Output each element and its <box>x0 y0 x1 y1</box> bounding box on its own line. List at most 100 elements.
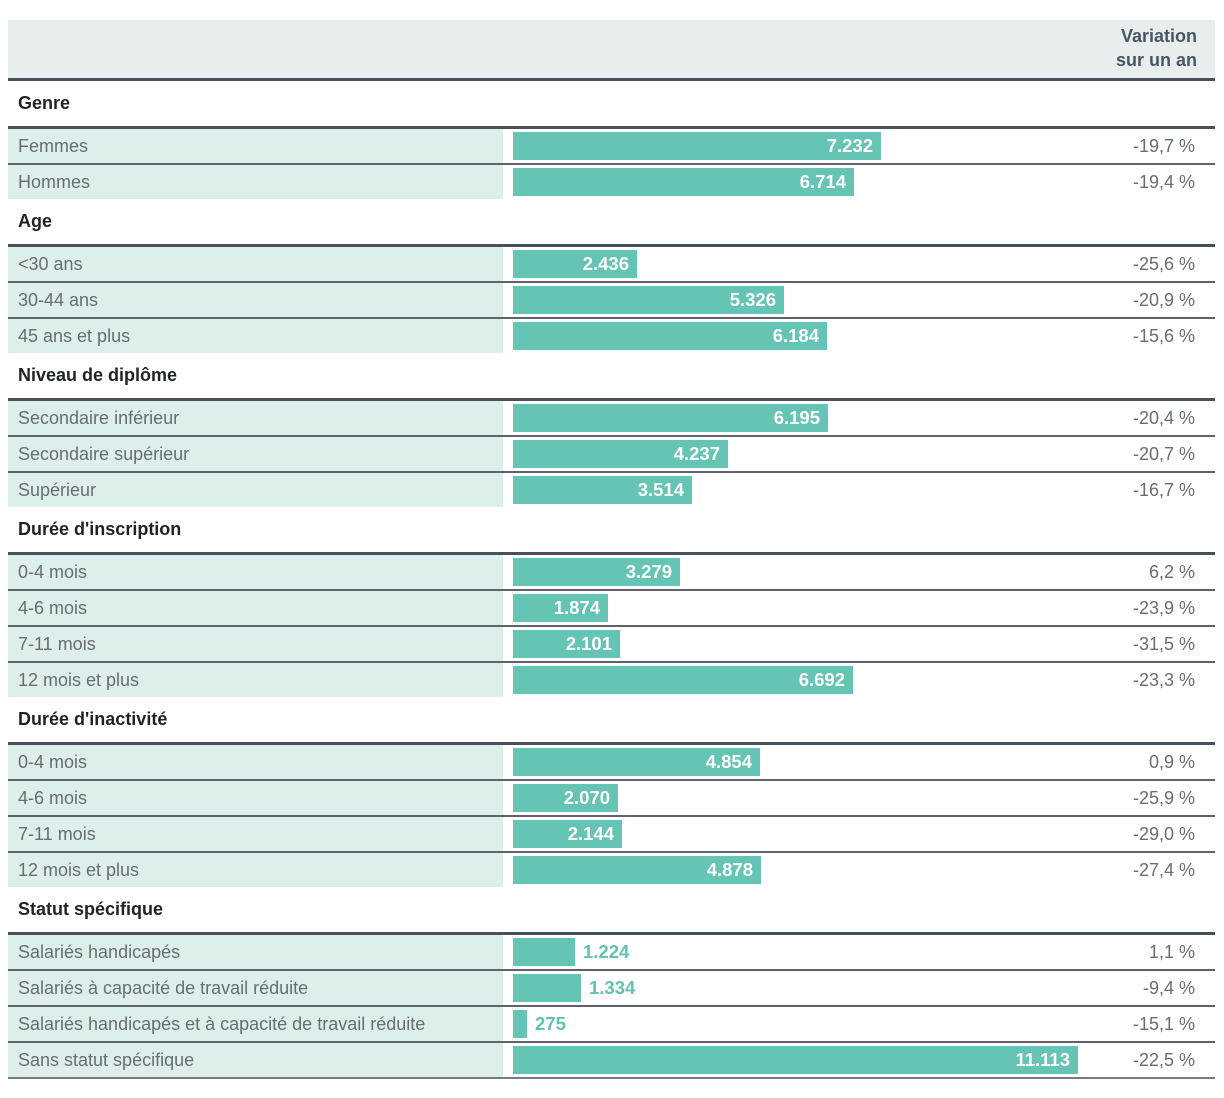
value-bar: 3.514 <box>513 476 692 504</box>
row-label: 12 mois et plus <box>8 853 503 887</box>
row-label: Salariés à capacité de travail réduite <box>8 971 503 1005</box>
table-row: 7-11 mois 2.101 -31,5 % <box>8 625 1215 661</box>
variation-value: 1,1 % <box>1148 942 1195 962</box>
value-bar: 2.436 <box>513 250 637 278</box>
variation-value: -22,5 % <box>1132 1050 1195 1070</box>
row-label: Secondaire inférieur <box>8 401 503 435</box>
bar-value: 3.279 <box>625 561 672 582</box>
table-section: Durée d'inactivité 0-4 mois 4.854 0,9 % 4-6 … <box>8 697 1215 887</box>
section-title: Age <box>8 199 1215 247</box>
bar-cell: 1.334 <box>513 971 1065 1005</box>
bar-value: 3.514 <box>637 479 684 500</box>
variation-value: -25,6 % <box>1132 254 1195 274</box>
bar-cell: 3.514 <box>513 473 1065 507</box>
section-title: Durée d'inscription <box>8 507 1215 555</box>
bar-value: 4.854 <box>705 751 752 772</box>
bar-cell: 3.279 <box>513 555 1065 589</box>
value-bar: 6.184 <box>513 322 827 350</box>
variation-value: -19,4 % <box>1132 172 1195 192</box>
bar-cell: 1.224 <box>513 935 1065 969</box>
table-row: 12 mois et plus 6.692 -23,3 % <box>8 661 1215 697</box>
table-row: 4-6 mois 2.070 -25,9 % <box>8 779 1215 815</box>
row-label: Supérieur <box>8 473 503 507</box>
table-row: Salariés à capacité de travail réduite 1.… <box>8 969 1215 1005</box>
bar-cell: 5.326 <box>513 283 1065 317</box>
variation-value: -23,9 % <box>1132 598 1195 618</box>
value-bar: 2.144 <box>513 820 622 848</box>
value-bar: 4.237 <box>513 440 728 468</box>
variation-value: -31,5 % <box>1132 634 1195 654</box>
section-rows: <30 ans 2.436 -25,6 % 30-44 ans 5.326 -20,9 %… <box>8 247 1215 353</box>
bar-cell: 1.874 <box>513 591 1065 625</box>
variation-value: -20,4 % <box>1132 408 1195 428</box>
bar-cell: 2.101 <box>513 627 1065 661</box>
value-bar: 5.326 <box>513 286 784 314</box>
variation-value: -25,9 % <box>1132 788 1195 808</box>
value-bar: 7.232 <box>513 132 881 160</box>
bar-value: 7.232 <box>826 135 873 156</box>
bar-cell: 6.195 <box>513 401 1065 435</box>
table-row: 0-4 mois 3.279 6,2 % <box>8 555 1215 589</box>
bar-value: 6.184 <box>772 325 819 346</box>
value-bar: 6.692 <box>513 666 853 694</box>
value-bar <box>513 938 575 966</box>
bar-value: 6.195 <box>773 407 820 428</box>
section-rows: Femmes 7.232 -19,7 % Hommes 6.714 -19,4 % <box>8 129 1215 199</box>
row-label: 12 mois et plus <box>8 663 503 697</box>
bar-value: 2.070 <box>563 787 610 808</box>
row-label: Salariés handicapés <box>8 935 503 969</box>
table-row: Femmes 7.232 -19,7 % <box>8 129 1215 163</box>
table-row: 12 mois et plus 4.878 -27,4 % <box>8 851 1215 887</box>
variation-value: -27,4 % <box>1132 860 1195 880</box>
table-row: 4-6 mois 1.874 -23,9 % <box>8 589 1215 625</box>
bar-cell: 4.878 <box>513 853 1065 887</box>
table-row: 0-4 mois 4.854 0,9 % <box>8 745 1215 779</box>
value-bar: 4.878 <box>513 856 761 884</box>
variation-value: -23,3 % <box>1132 670 1195 690</box>
row-label: Sans statut spécifique <box>8 1043 503 1077</box>
row-label: Hommes <box>8 165 503 199</box>
row-label: Salariés handicapés et à capacité de tra… <box>8 1007 503 1041</box>
table-section: Genre Femmes 7.232 -19,7 % Hommes 6.714 -19,4 … <box>8 81 1215 199</box>
section-rows: 0-4 mois 4.854 0,9 % 4-6 mois 2.070 -25,9 % 7-… <box>8 745 1215 887</box>
value-bar: 2.101 <box>513 630 620 658</box>
section-rows: Secondaire inférieur 6.195 -20,4 % Secondai… <box>8 401 1215 507</box>
row-label: 7-11 mois <box>8 817 503 851</box>
section-title: Genre <box>8 81 1215 129</box>
section-title: Statut spécifique <box>8 887 1215 935</box>
bar-value: 6.692 <box>798 669 845 690</box>
bar-value: 2.101 <box>565 633 612 654</box>
table-row: Hommes 6.714 -19,4 % <box>8 163 1215 199</box>
table-row: Supérieur 3.514 -16,7 % <box>8 471 1215 507</box>
variation-value: -29,0 % <box>1132 824 1195 844</box>
bar-value: 1.224 <box>583 941 630 962</box>
value-bar <box>513 974 581 1002</box>
row-label: Femmes <box>8 129 503 163</box>
variation-value: 6,2 % <box>1148 562 1195 582</box>
bar-cell: 6.714 <box>513 165 1065 199</box>
value-bar <box>513 1010 527 1038</box>
row-label: <30 ans <box>8 247 503 281</box>
table-row: 45 ans et plus 6.184 -15,6 % <box>8 317 1215 353</box>
variation-value: 0,9 % <box>1148 752 1195 772</box>
value-bar: 4.854 <box>513 748 760 776</box>
variation-value: -20,7 % <box>1132 444 1195 464</box>
value-bar: 1.874 <box>513 594 608 622</box>
variation-column-header: Variation sur un an <box>1115 26 1197 70</box>
value-bar: 6.714 <box>513 168 854 196</box>
bar-value: 2.436 <box>582 253 629 274</box>
bar-cell: 2.070 <box>513 781 1065 815</box>
bar-value: 4.878 <box>706 859 753 880</box>
bar-cell: 2.436 <box>513 247 1065 281</box>
table-section: Age <30 ans 2.436 -25,6 % 30-44 ans 5.326 -20,… <box>8 199 1215 353</box>
table-row: 7-11 mois 2.144 -29,0 % <box>8 815 1215 851</box>
bar-value: 11.113 <box>1015 1049 1070 1070</box>
bar-cell: 11.113 <box>513 1043 1078 1077</box>
variation-value: -19,7 % <box>1132 136 1195 156</box>
table-section: Statut spécifique Salariés handicapés 1.22… <box>8 887 1215 1077</box>
row-label: 7-11 mois <box>8 627 503 661</box>
table-row: Secondaire inférieur 6.195 -20,4 % <box>8 401 1215 435</box>
section-title: Durée d'inactivité <box>8 697 1215 745</box>
variation-value: -16,7 % <box>1132 480 1195 500</box>
